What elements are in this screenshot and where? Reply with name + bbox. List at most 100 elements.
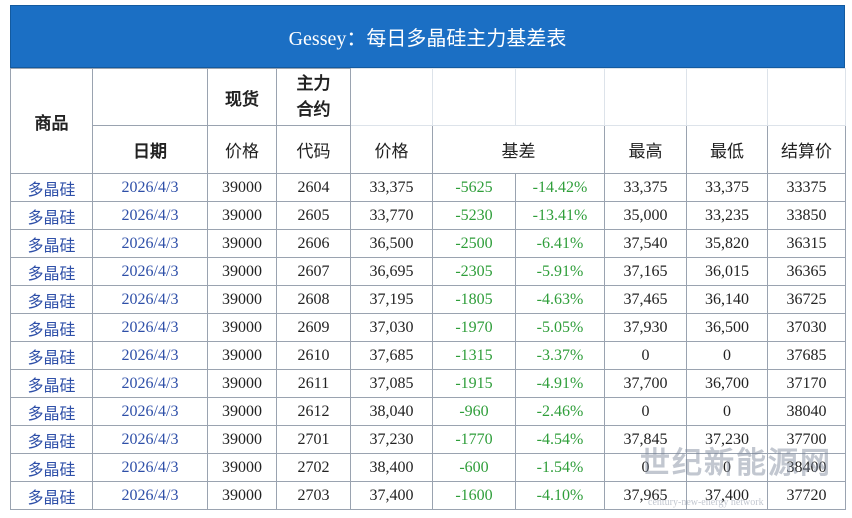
data-cell: 37,965 <box>604 481 687 510</box>
data-cell: -1970 <box>432 313 516 342</box>
data-row: 多晶硅 2026/4/3 39000 2608 37,195 -1805 -4.63% 37,… <box>10 285 846 314</box>
data-cell: 2026/4/3 <box>92 341 208 370</box>
data-row: 多晶硅 2026/4/3 39000 2610 37,685 -1315 -3.37% 0 0 3… <box>10 341 846 370</box>
header-cell <box>515 68 605 126</box>
watermark: 世纪新能源网 <box>640 447 832 480</box>
data-cell: 33375 <box>767 173 846 202</box>
data-cell: 2026/4/3 <box>92 397 208 426</box>
data-cell: 2026/4/3 <box>92 369 208 398</box>
data-cell: 37720 <box>767 481 846 510</box>
data-cell: -1600 <box>432 481 516 510</box>
data-cell: 36,700 <box>686 369 768 398</box>
data-row: 多晶硅 2026/4/3 39000 2607 36,695 -2305 -5.91% 37,… <box>10 257 846 286</box>
data-cell: -13.41% <box>515 201 605 230</box>
data-cell: 39000 <box>207 229 277 258</box>
header-cell: 商品 <box>10 68 93 174</box>
header-cell: 最低 <box>686 125 768 174</box>
data-cell: 多晶硅 <box>10 173 93 202</box>
data-cell: 39000 <box>207 341 277 370</box>
data-cell: -4.10% <box>515 481 605 510</box>
header-cell <box>604 68 687 126</box>
basis-panel: Gessey：每日多晶硅主力基差表 商品 现货 主力合约 日期 价格 代码 价格 <box>10 5 846 510</box>
data-cell: 37685 <box>767 341 846 370</box>
data-cell: -2305 <box>432 257 516 286</box>
header-text: 主力合约 <box>296 74 331 119</box>
data-cell: 37170 <box>767 369 846 398</box>
data-cell: 36,015 <box>686 257 768 286</box>
data-cell: -1770 <box>432 425 516 454</box>
data-cell: -2500 <box>432 229 516 258</box>
data-cell: 多晶硅 <box>10 369 93 398</box>
data-cell: 37,230 <box>350 425 433 454</box>
header-cell <box>767 68 846 126</box>
data-cell: -1915 <box>432 369 516 398</box>
header-cell: 代码 <box>276 125 351 174</box>
data-row: 多晶硅 2026/4/3 39000 2701 37,230 -1770 -4.54% 37,… <box>10 425 846 454</box>
data-cell: 38,040 <box>350 397 433 426</box>
data-cell: 39000 <box>207 369 277 398</box>
data-cell: 2703 <box>276 481 351 510</box>
table-title: Gessey：每日多晶硅主力基差表 <box>10 5 845 68</box>
data-cell: 39000 <box>207 397 277 426</box>
data-cell: 37,085 <box>350 369 433 398</box>
data-cell: 33,235 <box>686 201 768 230</box>
header-cell: 价格 <box>350 125 433 174</box>
data-cell: 2026/4/3 <box>92 229 208 258</box>
data-cell: -5.91% <box>515 257 605 286</box>
data-cell: 36,500 <box>350 229 433 258</box>
data-cell: 37,465 <box>604 285 687 314</box>
data-cell: 2607 <box>276 257 351 286</box>
data-cell: 2026/4/3 <box>92 201 208 230</box>
header-cell: 结算价 <box>767 125 846 174</box>
data-cell: 0 <box>686 341 768 370</box>
data-cell: 0 <box>686 453 768 482</box>
data-cell: 多晶硅 <box>10 201 93 230</box>
data-cell: 2604 <box>276 173 351 202</box>
data-cell: 35,820 <box>686 229 768 258</box>
header-cell: 最高 <box>604 125 687 174</box>
data-cell: 多晶硅 <box>10 313 93 342</box>
data-cell: -1805 <box>432 285 516 314</box>
header-cell <box>432 68 516 126</box>
data-cell: 2606 <box>276 229 351 258</box>
data-cell: 39000 <box>207 481 277 510</box>
data-cell: 2611 <box>276 369 351 398</box>
data-cell: 33,375 <box>604 173 687 202</box>
data-cell: 2612 <box>276 397 351 426</box>
data-cell: 33,770 <box>350 201 433 230</box>
data-cell: 0 <box>686 397 768 426</box>
data-row: 多晶硅 2026/4/3 39000 2605 33,770 -5230 -13.41% 35… <box>10 201 846 230</box>
data-row: 多晶硅 2026/4/3 39000 2702 38,400 -600 -1.54% 0 0 38… <box>10 453 846 482</box>
data-cell: 36725 <box>767 285 846 314</box>
data-row: 多晶硅 2026/4/3 39000 2612 38,040 -960 -2.46% 0 0 38… <box>10 397 846 426</box>
header-row: 日期 价格 代码 价格 基差 最高 最低 结算价 <box>11 125 846 174</box>
data-cell: -3.37% <box>515 341 605 370</box>
data-row: 多晶硅 2026/4/3 39000 2611 37,085 -1915 -4.91% 37,… <box>10 369 846 398</box>
data-cell: 39000 <box>207 257 277 286</box>
data-cell: 2026/4/3 <box>92 285 208 314</box>
data-cell: 0 <box>604 397 687 426</box>
data-cell: 37030 <box>767 313 846 342</box>
data-cell: -600 <box>432 453 516 482</box>
table-body: 商品 现货 主力合约 日期 价格 代码 价格 基差 最高 最低 结算价 <box>10 68 846 510</box>
data-cell: 2605 <box>276 201 351 230</box>
header-cell <box>92 68 208 126</box>
data-cell: 37,230 <box>686 425 768 454</box>
data-cell: 37,030 <box>350 313 433 342</box>
data-cell: 多晶硅 <box>10 229 93 258</box>
data-cell: 33,375 <box>350 173 433 202</box>
data-cell: 37,165 <box>604 257 687 286</box>
data-cell: 0 <box>604 341 687 370</box>
data-cell: -5230 <box>432 201 516 230</box>
header-cell: 基差 <box>432 125 605 174</box>
data-cell: 多晶硅 <box>10 481 93 510</box>
data-cell: 38400 <box>767 453 846 482</box>
data-cell: 39000 <box>207 425 277 454</box>
data-cell: 2026/4/3 <box>92 453 208 482</box>
data-cell: -1.54% <box>515 453 605 482</box>
data-cell: 39000 <box>207 173 277 202</box>
data-cell: 39000 <box>207 453 277 482</box>
data-cell: 2610 <box>276 341 351 370</box>
data-cell: 2026/4/3 <box>92 313 208 342</box>
